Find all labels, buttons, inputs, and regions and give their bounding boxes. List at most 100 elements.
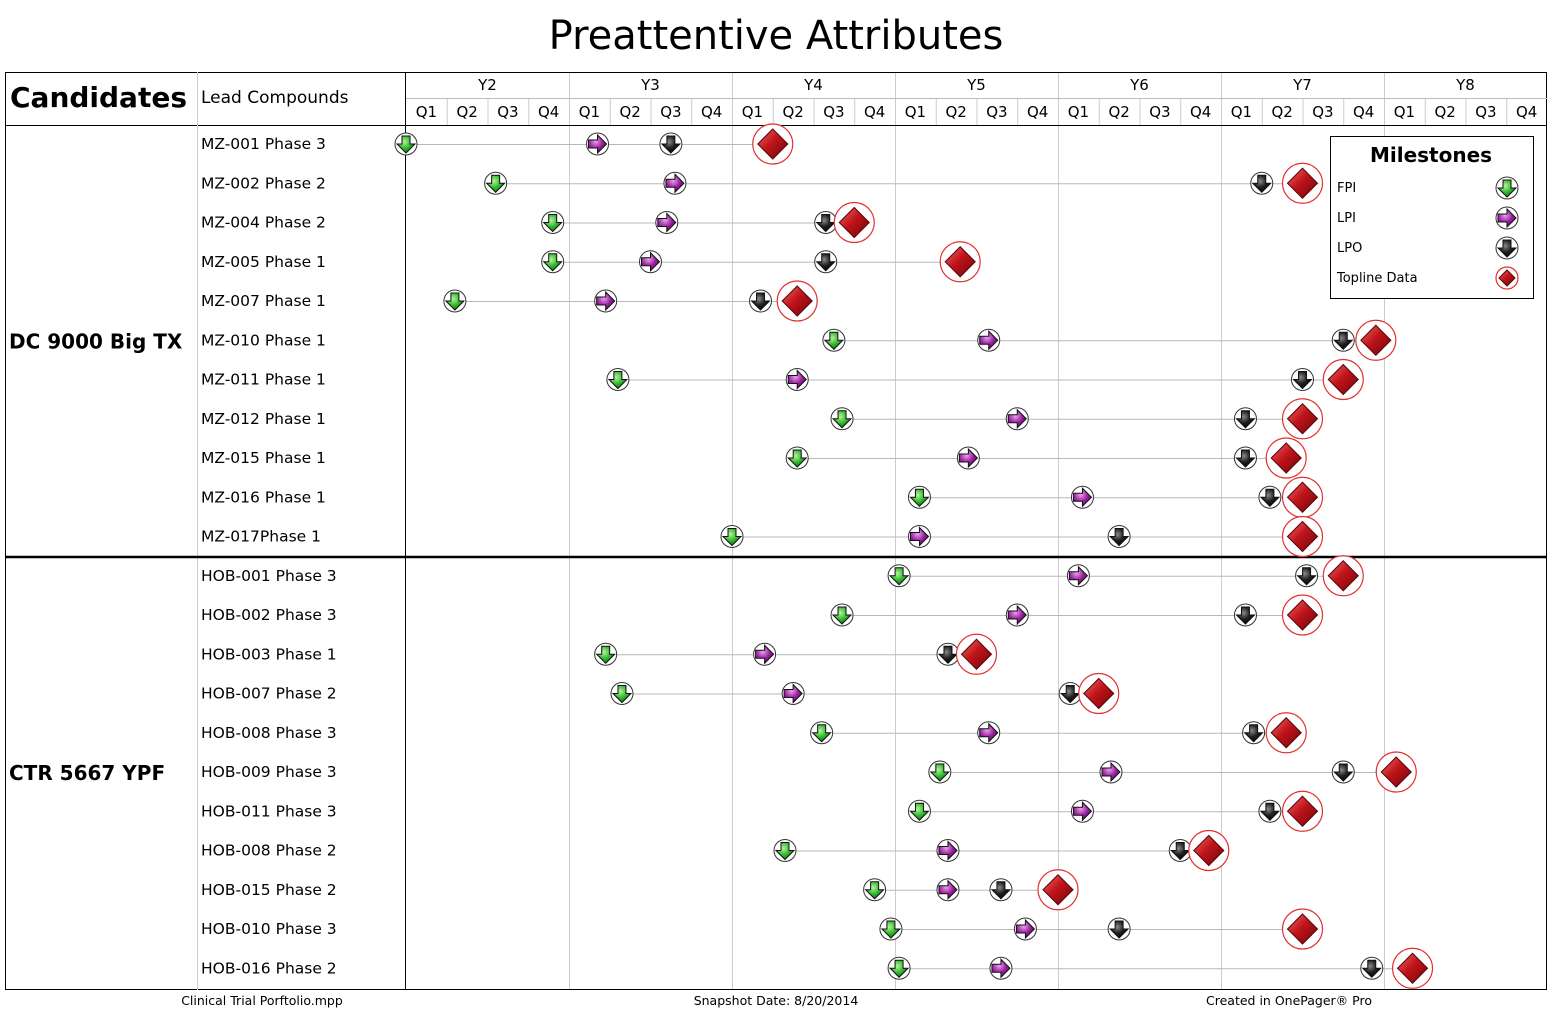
topline-marker-shape (1286, 403, 1319, 435)
lpi-marker-arrow (938, 840, 958, 861)
legend-lpi-icon (1495, 206, 1519, 230)
topline-marker (1322, 555, 1364, 597)
fpi-marker-arrow (823, 331, 845, 350)
lpo-marker-arrow (1060, 685, 1081, 704)
lpo-marker (1107, 525, 1131, 548)
row-label: MZ-001 Phase 3 (201, 135, 326, 153)
quarter-label: Q3 (1149, 103, 1170, 121)
topline-marker (1265, 712, 1307, 754)
lpi-marker (1005, 603, 1029, 627)
lpi-marker (1005, 407, 1029, 431)
lpo-marker (749, 289, 773, 313)
topline-marker-shape (1193, 834, 1225, 867)
topline-marker-shape (1286, 795, 1319, 827)
fpi-marker-arrow (444, 292, 466, 311)
lpi-marker-arrow (1007, 408, 1027, 429)
lpo-marker (1291, 368, 1314, 391)
fpi-marker (785, 446, 809, 470)
lpi-marker-arrow (938, 879, 958, 900)
topline-marker-shape (757, 128, 789, 160)
quarter-labels: Q1 Q2 Q3 Q4 Q1 Q2 Q3 Q4 Q1 Q2 Q3 Q4 Q1 Q2 Q3 Q4 Q1 Q2 Q3 Q4… (416, 103, 1538, 121)
topline-marker (1281, 790, 1324, 832)
row-label: MZ-017Phase 1 (201, 528, 321, 546)
fpi-marker (541, 250, 565, 274)
quarter-label: Q3 (823, 103, 844, 121)
lpi-marker-arrow (958, 447, 979, 469)
row-label: MZ-012 Phase 1 (201, 410, 326, 428)
lpo-marker-arrow (1170, 842, 1191, 861)
topline-marker (776, 280, 818, 322)
quarter-label: Q3 (1312, 103, 1333, 121)
topline-marker (939, 241, 981, 283)
fpi-marker-arrow (542, 253, 563, 272)
lpi-marker (663, 171, 687, 195)
legend-lpo-icon-arrow (1496, 239, 1518, 258)
row-label: HOB-016 Phase 2 (201, 959, 337, 977)
lpi-marker (1066, 564, 1090, 588)
lpo-marker (989, 878, 1013, 902)
lpi-marker (977, 328, 1001, 352)
fpi-marker (810, 721, 834, 745)
topline-marker-shape (1270, 717, 1302, 749)
lpo-marker-arrow (1333, 763, 1354, 782)
lpo-marker (1107, 917, 1131, 941)
lpo-marker-arrow (815, 214, 836, 233)
topline-marker-shape (1286, 599, 1319, 631)
quarter-label: Q2 (782, 103, 803, 121)
lpi-marker-arrow (783, 683, 803, 704)
row-label: HOB-007 Phase 2 (201, 685, 337, 703)
row-label: MZ-016 Phase 1 (201, 488, 326, 506)
topline-marker-shape (1327, 560, 1359, 592)
lpo-marker (1360, 956, 1384, 980)
fpi-marker (541, 211, 565, 234)
footer-file-name: Clinical Trial Porftolio.mpp (181, 993, 343, 1008)
quarter-label: Q4 (1353, 103, 1374, 121)
group-labels: DC 9000 Big TX CTR 5667 YPF (9, 329, 183, 785)
milestone-markers (394, 123, 1434, 989)
fpi-marker-arrow (485, 174, 506, 193)
lpo-marker (1058, 682, 1082, 705)
quarter-label: Q4 (1516, 103, 1537, 121)
topline-marker-shape (944, 246, 976, 278)
year-label: Y3 (640, 76, 660, 94)
fpi-marker-arrow (395, 135, 417, 154)
row-label: MZ-004 Phase 2 (201, 214, 326, 232)
quarter-label: Q3 (497, 103, 518, 121)
lpo-marker (1242, 721, 1266, 745)
lpi-marker-arrow (1072, 801, 1093, 822)
legend-fpi-icon-arrow (1496, 179, 1518, 198)
topline-marker (1281, 515, 1324, 558)
row-label: MZ-005 Phase 1 (201, 253, 326, 271)
footer-created-in: Created in OnePager® Pro (1206, 993, 1372, 1008)
lpi-marker (1070, 799, 1094, 823)
lpi-marker-arrow (657, 212, 677, 233)
fpi-marker (907, 485, 931, 509)
lpi-marker (639, 250, 662, 274)
lpo-marker-arrow (1235, 449, 1256, 468)
candidates-header: Candidates (10, 81, 187, 114)
fpi-marker-arrow (888, 959, 910, 978)
topline-marker-shape (1286, 481, 1319, 513)
lpo-marker (659, 132, 683, 156)
topline-marker (1322, 358, 1364, 401)
fpi-marker-arrow (607, 371, 629, 390)
row-label: HOB-010 Phase 3 (201, 920, 337, 938)
fpi-marker-arrow (880, 920, 902, 939)
fpi-marker (594, 642, 618, 666)
lpo-marker-arrow (1243, 724, 1264, 743)
lpo-marker (1233, 446, 1257, 470)
lpo-marker-arrow (1292, 371, 1313, 390)
lpo-marker (1331, 328, 1355, 352)
topline-marker-shape (1380, 756, 1412, 788)
fpi-marker-arrow (929, 763, 951, 782)
lpi-marker (1070, 485, 1094, 509)
topline-marker (1265, 437, 1307, 479)
quarter-label: Q2 (456, 103, 477, 121)
lpo-marker-arrow (1235, 410, 1256, 429)
year-label: Y5 (966, 76, 986, 94)
topline-marker-shape (1286, 913, 1319, 945)
legend-topline-icon-shape (1498, 269, 1516, 287)
topline-marker (833, 201, 875, 244)
row-label: MZ-010 Phase 1 (201, 331, 326, 349)
lpi-marker-arrow (1068, 565, 1089, 586)
